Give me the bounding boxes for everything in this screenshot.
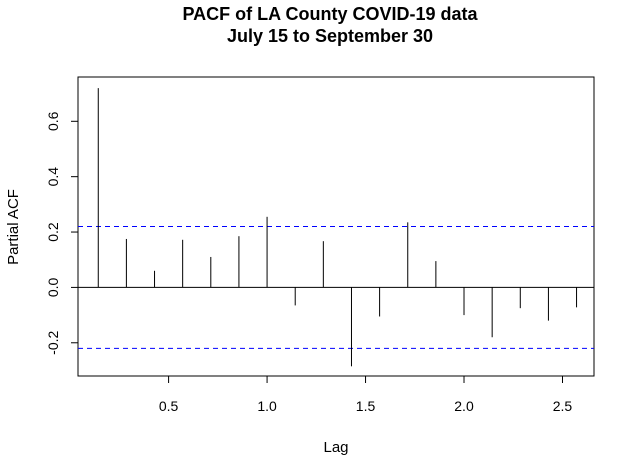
x-tick-label: 2.0 bbox=[454, 398, 474, 414]
y-tick-label: 0.2 bbox=[45, 222, 61, 242]
x-tick-label: 1.0 bbox=[257, 398, 277, 414]
x-tick-label: 0.5 bbox=[159, 398, 179, 414]
y-tick-label: 0.4 bbox=[45, 167, 61, 187]
plot-frame bbox=[77, 76, 595, 377]
x-axis: 0.5 1.0 1.5 2.0 2.5 bbox=[159, 375, 573, 414]
x-tick-label: 2.5 bbox=[553, 398, 573, 414]
chart-title-line-1: PACF of LA County COVID-19 data bbox=[182, 4, 478, 24]
y-axis-label: Partial ACF bbox=[5, 189, 22, 265]
pacf-bars bbox=[97, 88, 578, 367]
x-tick-label: 1.5 bbox=[356, 398, 376, 414]
y-tick-label: 0.6 bbox=[45, 111, 61, 131]
x-axis-label: Lag bbox=[323, 439, 348, 456]
y-axis: -0.2 0.0 0.2 0.4 0.6 bbox=[45, 111, 79, 355]
y-tick-label: -0.2 bbox=[45, 331, 61, 355]
chart-title-line-2: July 15 to September 30 bbox=[227, 26, 433, 46]
confidence-bounds bbox=[78, 226, 594, 349]
y-tick-label: 0.0 bbox=[45, 277, 61, 297]
